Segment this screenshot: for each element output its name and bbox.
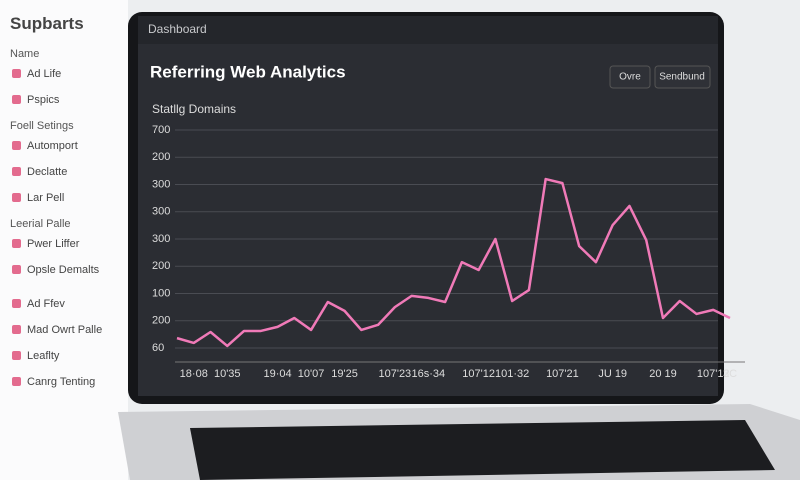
- x-tick-label: 19'25: [331, 368, 358, 380]
- button-label: Sendbund: [659, 72, 705, 83]
- button[interactable]: [609, 65, 651, 89]
- group-heading: Foell Setings: [10, 120, 74, 132]
- y-tick-label: 300: [152, 178, 170, 190]
- x-tick-label: 101·32: [495, 368, 529, 380]
- chart-title: Statllg Domains: [152, 102, 236, 116]
- x-tick-label: 3C: [723, 368, 737, 380]
- y-tick-label: 100: [152, 287, 170, 299]
- menu-item[interactable]: Leaflty: [12, 350, 128, 362]
- group-heading: Name: [10, 48, 40, 60]
- x-tick-label: 107'12: [697, 368, 730, 380]
- menu-item[interactable]: Declatte: [12, 166, 128, 178]
- x-tick-label: 107'21: [546, 368, 579, 380]
- x-tick-label: 20 19: [649, 368, 677, 380]
- sidebar: Supbarts Name Ad Life Pspics Foell Setings Au…: [0, 0, 128, 480]
- menu-item[interactable]: Mad Owrt Palle: [12, 324, 128, 336]
- group-heading: Leerial Palle: [10, 218, 71, 230]
- sidebar-title: Supbarts: [10, 14, 84, 33]
- button-label: Ovre: [619, 72, 641, 83]
- y-tick-label: 300: [152, 233, 170, 245]
- menu-item[interactable]: Canrg Tenting: [12, 376, 128, 388]
- x-tick-label: 16s·34: [412, 368, 446, 380]
- menu-item[interactable]: Pwer Liffer: [12, 238, 128, 250]
- topbar: [138, 16, 718, 44]
- x-tick-label: 19·04: [263, 368, 291, 380]
- keyboard: [190, 420, 775, 480]
- x-tick-label: 107'12: [462, 368, 495, 380]
- y-tick-label: 60: [152, 342, 164, 354]
- header-title: Dashboard: [148, 22, 207, 36]
- menu-item[interactable]: Opsle Demalts: [12, 264, 128, 276]
- menu-item[interactable]: Pspics: [12, 94, 128, 106]
- y-tick-label: 700: [152, 124, 170, 136]
- menu-item[interactable]: Automport: [12, 140, 128, 152]
- y-tick-label: 200: [152, 260, 170, 272]
- line: [176, 177, 731, 348]
- x-tick-label: 10'35: [214, 368, 241, 380]
- x-tick-label: 107'23: [378, 368, 411, 380]
- x-tick-label: 18·08: [180, 368, 208, 380]
- menu-item[interactable]: Ad Life: [12, 68, 128, 80]
- y-tick-label: 300: [152, 206, 170, 218]
- x-tick-label: JU 19: [598, 368, 627, 380]
- button[interactable]: [654, 65, 711, 89]
- menu-item[interactable]: Ad Ffev: [12, 298, 128, 310]
- menu-item[interactable]: Lar Pell: [12, 192, 128, 204]
- x-tick-label: 10'07: [298, 368, 325, 380]
- y-tick-label: 200: [152, 315, 170, 327]
- panel-title: Referring Web Analytics: [150, 62, 346, 81]
- y-tick-label: 200: [152, 151, 170, 163]
